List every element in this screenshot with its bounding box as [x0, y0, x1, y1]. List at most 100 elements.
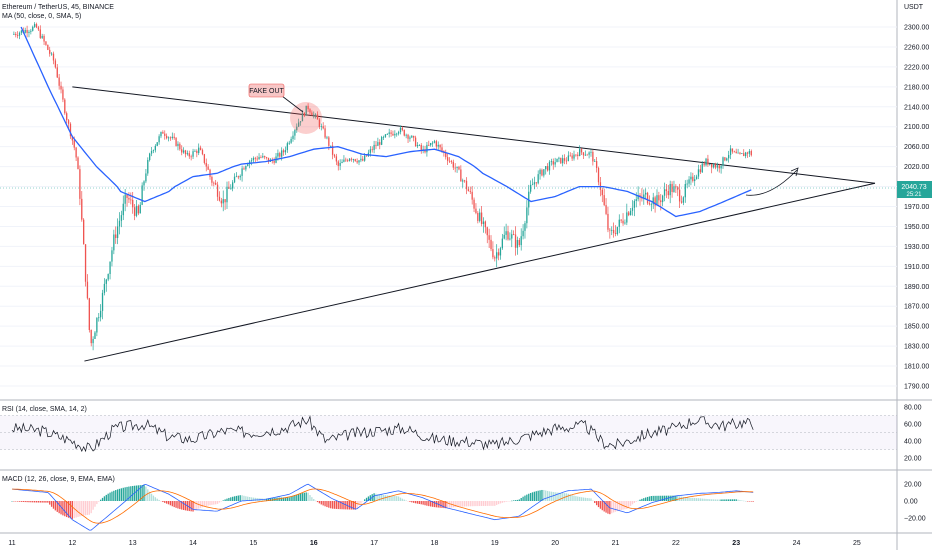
candle[interactable]	[331, 141, 334, 160]
candle[interactable]	[241, 165, 243, 182]
candle[interactable]	[24, 27, 26, 34]
candle[interactable]	[616, 226, 619, 236]
candle[interactable]	[546, 163, 549, 172]
candle[interactable]	[260, 155, 262, 159]
candle[interactable]	[618, 214, 620, 234]
candle[interactable]	[579, 145, 581, 157]
candle[interactable]	[603, 188, 605, 207]
candle[interactable]	[682, 196, 685, 206]
candle[interactable]	[296, 123, 298, 133]
candle[interactable]	[729, 145, 732, 160]
candle[interactable]	[563, 154, 566, 165]
candle[interactable]	[480, 206, 483, 227]
candle[interactable]	[360, 154, 362, 163]
candle[interactable]	[558, 156, 560, 163]
candle[interactable]	[92, 336, 94, 351]
candle[interactable]	[673, 180, 675, 193]
candle[interactable]	[735, 148, 737, 154]
candle[interactable]	[562, 154, 564, 167]
candle[interactable]	[365, 155, 368, 157]
candle[interactable]	[639, 193, 641, 206]
candle[interactable]	[124, 188, 126, 212]
candle[interactable]	[86, 274, 89, 300]
candle[interactable]	[188, 150, 190, 159]
candle[interactable]	[443, 150, 445, 157]
candle[interactable]	[16, 31, 19, 39]
candle[interactable]	[520, 228, 522, 251]
projection-arrow[interactable]	[745, 167, 799, 196]
candle[interactable]	[592, 149, 594, 166]
candle[interactable]	[588, 151, 590, 159]
candle[interactable]	[418, 144, 421, 146]
candle[interactable]	[629, 208, 632, 216]
candle[interactable]	[437, 141, 439, 150]
candle[interactable]	[392, 130, 394, 137]
candle[interactable]	[737, 148, 739, 154]
candle[interactable]	[692, 172, 694, 183]
candle[interactable]	[41, 33, 43, 39]
candle[interactable]	[496, 244, 498, 268]
candle[interactable]	[741, 152, 743, 155]
candle[interactable]	[356, 158, 358, 164]
candle[interactable]	[403, 129, 405, 137]
ma-50-path[interactable]	[20, 26, 752, 218]
candle[interactable]	[265, 156, 268, 160]
candle[interactable]	[475, 203, 477, 215]
candle[interactable]	[571, 152, 573, 161]
candle[interactable]	[748, 149, 751, 157]
candle[interactable]	[33, 22, 36, 28]
candle[interactable]	[688, 176, 690, 188]
candle[interactable]	[235, 172, 238, 178]
candle[interactable]	[298, 118, 300, 128]
candle[interactable]	[586, 153, 588, 156]
candle[interactable]	[445, 149, 447, 160]
candle[interactable]	[199, 145, 202, 151]
candle[interactable]	[99, 304, 102, 322]
candle[interactable]	[497, 248, 500, 261]
candle[interactable]	[628, 210, 630, 217]
candle[interactable]	[311, 110, 313, 116]
candle[interactable]	[169, 136, 172, 141]
candle[interactable]	[273, 157, 275, 165]
candle[interactable]	[69, 122, 72, 139]
candle[interactable]	[667, 184, 669, 199]
candle[interactable]	[597, 166, 600, 186]
candle[interactable]	[607, 206, 609, 233]
candle[interactable]	[182, 147, 185, 154]
candle[interactable]	[177, 141, 179, 151]
candle[interactable]	[467, 186, 470, 192]
candle[interactable]	[256, 155, 258, 162]
candle[interactable]	[324, 125, 326, 139]
candle[interactable]	[541, 168, 543, 177]
candle[interactable]	[494, 255, 496, 262]
candle[interactable]	[75, 147, 77, 162]
candle[interactable]	[380, 135, 383, 146]
candle[interactable]	[362, 155, 364, 162]
candle[interactable]	[492, 241, 494, 260]
candle[interactable]	[88, 297, 90, 333]
candle[interactable]	[335, 153, 338, 166]
candle[interactable]	[626, 203, 628, 226]
macd-pane[interactable]: 20.00 0.00 −20.00	[11, 482, 926, 531]
candle[interactable]	[111, 246, 113, 267]
candle[interactable]	[77, 156, 79, 170]
fake-out-annotation[interactable]: FAKE OUT	[248, 83, 322, 134]
candle[interactable]	[507, 225, 509, 241]
candle[interactable]	[537, 170, 539, 185]
candle[interactable]	[294, 128, 296, 140]
candle[interactable]	[367, 149, 370, 158]
candle[interactable]	[213, 181, 215, 187]
candle[interactable]	[711, 163, 713, 174]
candle[interactable]	[184, 149, 187, 158]
candle[interactable]	[162, 130, 164, 134]
candle[interactable]	[550, 158, 553, 166]
candle[interactable]	[396, 132, 398, 137]
candle[interactable]	[658, 191, 660, 206]
candle[interactable]	[149, 152, 151, 162]
rsi-line[interactable]	[11, 415, 754, 453]
candle[interactable]	[18, 31, 21, 40]
candle[interactable]	[452, 159, 454, 171]
candle[interactable]	[314, 113, 317, 119]
candle[interactable]	[292, 131, 294, 142]
candle[interactable]	[237, 175, 239, 180]
